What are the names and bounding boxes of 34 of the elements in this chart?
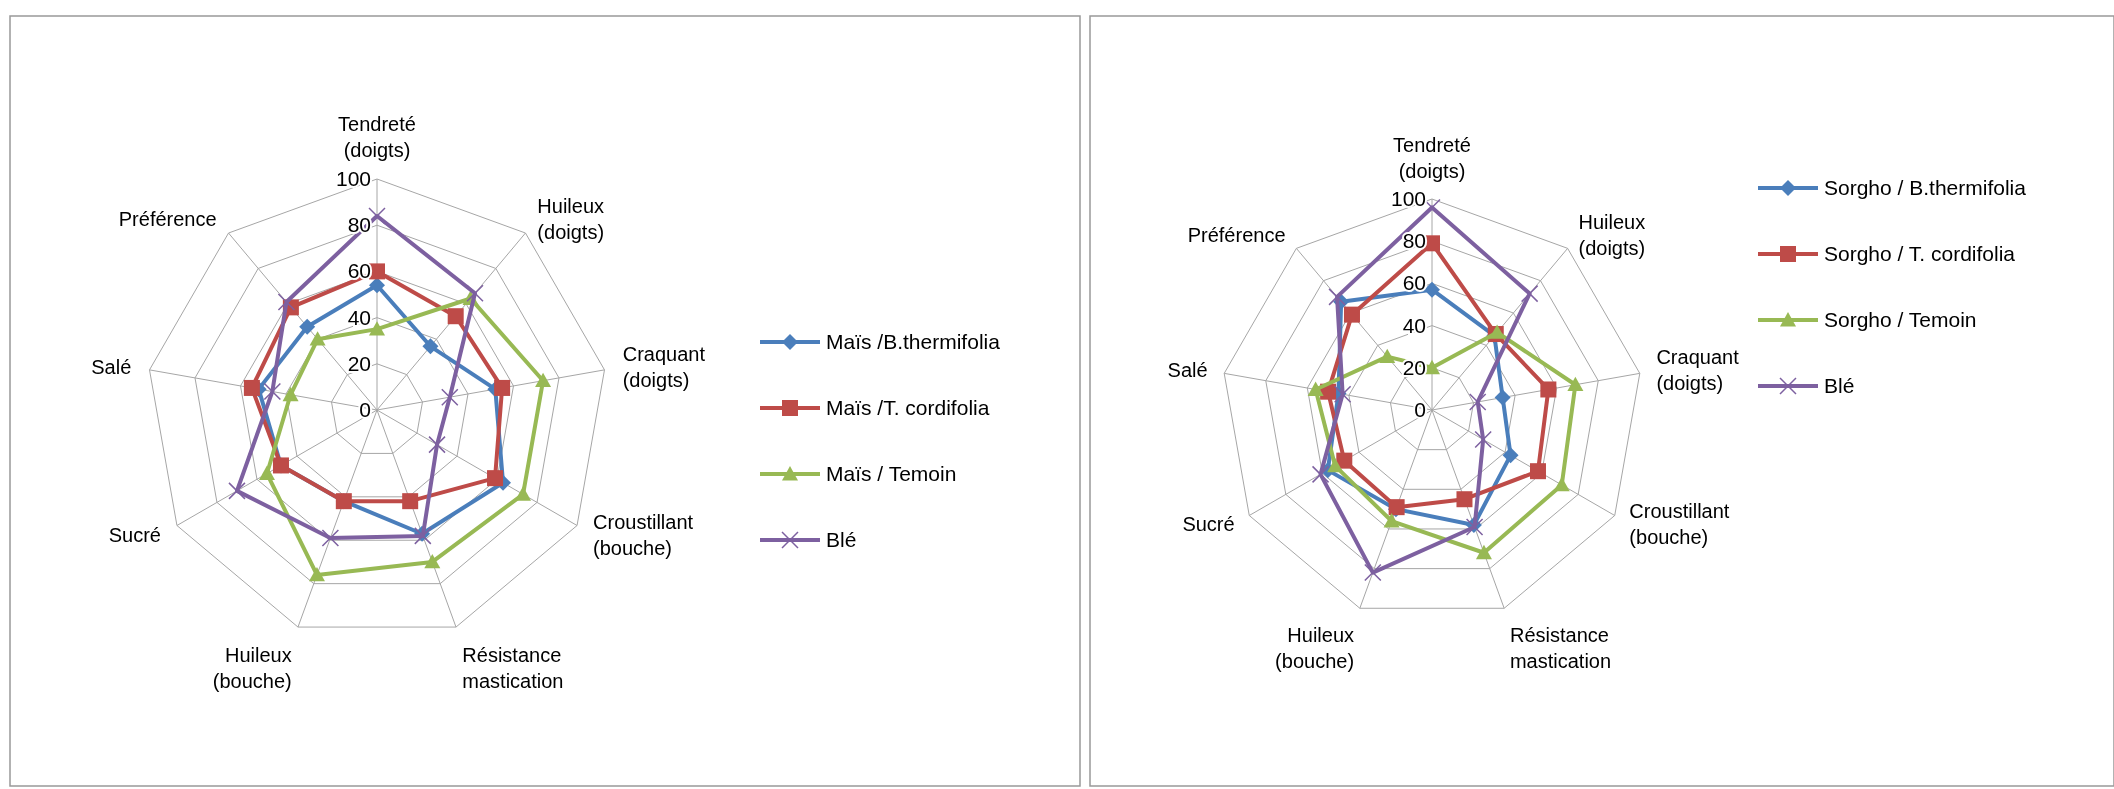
spoke-label: Préférence	[1187, 224, 1286, 247]
legend-label: Maïs /T. cordifolia	[826, 396, 990, 419]
spoke-label: Huileux (doigts)	[537, 194, 605, 243]
spoke-label: Préférence	[118, 207, 217, 230]
spoke-label: Croustillant (bouche)	[1629, 499, 1730, 548]
y-tick-label: 100	[1390, 187, 1426, 210]
spoke-label: Salé	[1167, 359, 1208, 382]
legend-label: Sorgho / B.thermifolia	[1824, 176, 2027, 199]
y-tick-label: 40	[347, 305, 371, 329]
spoke-label: Huileux (bouche)	[1275, 624, 1355, 673]
y-tick-label: 40	[1402, 313, 1426, 337]
legend-label: Sorgho / T. cordifolia	[1824, 242, 2016, 265]
spoke-label: Tendreté (doigts)	[338, 112, 416, 161]
spoke-label: Craquant (doigts)	[622, 342, 706, 391]
y-tick-label: 0	[359, 398, 371, 421]
spoke-label: Huileux (bouche)	[212, 644, 292, 693]
legend-label: Maïs /B.thermifolia	[826, 330, 1001, 353]
spoke-label: Huileux (doigts)	[1578, 211, 1646, 260]
spoke-label: Sucré	[1182, 512, 1235, 535]
y-tick-label: 0	[1414, 398, 1426, 421]
spoke-label: Résistance mastication	[1509, 624, 1612, 673]
spoke-label: Croustillant (bouche)	[593, 510, 694, 559]
legend-label: Blé	[1824, 374, 1855, 397]
y-tick-label: 20	[347, 351, 371, 375]
legend-label: Maïs / Temoin	[826, 462, 957, 485]
spoke-label: Salé	[91, 355, 132, 378]
y-tick-label: 60	[1402, 271, 1426, 295]
spoke-label: Tendreté (doigts)	[1393, 134, 1471, 183]
legend-label: Blé	[826, 528, 857, 551]
spoke-label: Sucré	[108, 523, 161, 546]
spoke-label: Craquant (doigts)	[1656, 346, 1740, 395]
y-tick-label: 100	[335, 167, 371, 190]
legend-label: Sorgho / Temoin	[1824, 308, 1977, 331]
spoke-label: Résistance mastication	[462, 644, 564, 693]
